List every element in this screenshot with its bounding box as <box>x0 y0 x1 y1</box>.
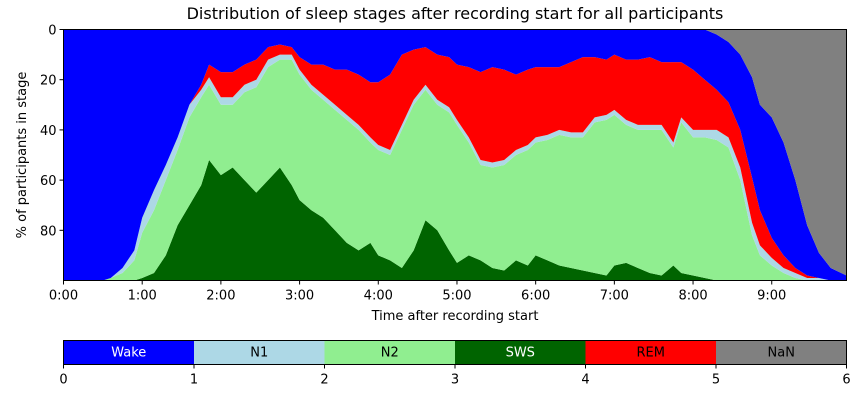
area-sws <box>63 160 847 281</box>
x-tick-label: 0:00 <box>49 289 78 304</box>
x-tick-label: 8:00 <box>678 289 707 304</box>
x-tick-label: 2:00 <box>206 289 235 304</box>
x-tick-label: 1:00 <box>128 289 157 304</box>
colorbar-tick-label: 2 <box>320 373 328 388</box>
x-tick-label: 4:00 <box>364 289 393 304</box>
colorbar-label-wake: Wake <box>111 346 146 361</box>
colorbar-tick-label: 6 <box>842 373 850 388</box>
y-tick-label: 0 <box>48 24 56 39</box>
x-tick-label: 9:00 <box>757 289 786 304</box>
colorbar-label-n2: N2 <box>381 346 399 361</box>
x-tick-label: 3:00 <box>285 289 314 304</box>
colorbar-label-sws: SWS <box>506 346 535 361</box>
area-nan <box>63 29 847 276</box>
colorbar-ticks: 0 1 2 3 4 5 6 <box>59 364 851 388</box>
colorbar-tick-label: 5 <box>712 373 720 388</box>
colorbar-label-n1: N1 <box>250 346 268 361</box>
area-n1 <box>63 54 847 281</box>
colorbar-label-rem: REM <box>637 346 665 361</box>
colorbar-tick-label: 1 <box>190 373 198 388</box>
x-axis-label: Time after recording start <box>371 309 539 324</box>
colorbar-cell-nan <box>716 340 847 365</box>
area-n2 <box>63 59 847 281</box>
colorbar-tick-label: 4 <box>581 373 589 388</box>
y-tick-label: 20 <box>40 74 57 89</box>
colorbar-cell-rem <box>585 340 716 365</box>
x-tick-label: 5:00 <box>442 289 471 304</box>
x-axis-ticks: 0:00 1:00 2:00 3:00 4:00 5:00 6:00 7:00 8:00 9:00 <box>49 280 786 304</box>
colorbar-tick-label: 3 <box>451 373 459 388</box>
plot-frame <box>63 29 847 281</box>
main-plot: 0:00 1:00 2:00 3:00 4:00 5:00 6:00 7:00 8:00 9:00… <box>15 24 847 324</box>
y-tick-label: 60 <box>40 174 57 189</box>
colorbar-tick-label: 0 <box>59 373 67 388</box>
stage-colorbar: Wake N1 N2 SWS REM NaN 0 1 2 3 4 5 6 <box>59 340 851 388</box>
y-tick-label: 80 <box>40 224 57 239</box>
colorbar-cell-n2 <box>324 340 455 365</box>
chart-title: Distribution of sleep stages after recor… <box>187 4 724 23</box>
y-tick-label: 40 <box>40 124 57 139</box>
colorbar-cell-n1 <box>194 340 325 365</box>
stacked-areas <box>63 29 847 281</box>
colorbar-cells: Wake N1 N2 SWS REM NaN <box>63 340 847 365</box>
colorbar-label-nan: NaN <box>768 346 795 361</box>
x-tick-label: 7:00 <box>600 289 629 304</box>
colorbar-cell-sws <box>455 340 586 365</box>
area-rem <box>63 44 847 281</box>
colorbar-cell-wake <box>63 340 194 365</box>
y-axis-ticks: 0 20 40 60 80 <box>40 24 64 239</box>
area-wake <box>63 29 847 281</box>
x-tick-label: 6:00 <box>521 289 550 304</box>
y-axis-label: % of participants in stage <box>15 72 30 239</box>
